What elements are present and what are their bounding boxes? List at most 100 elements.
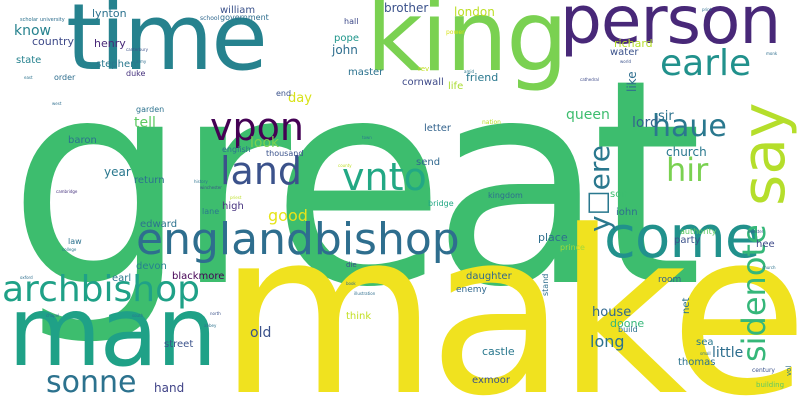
word-say: say [729,102,799,206]
word-south: south [132,313,144,318]
word-little: little [712,345,744,361]
word-duke: duke [126,69,146,78]
word-illustration: illustration [354,291,376,296]
word-amid: amid [464,69,474,74]
word-nation: nation [482,119,501,126]
word-richard: richard [614,37,653,50]
word-return: return [134,175,165,186]
word-building: building [756,381,785,389]
word-year: year [104,165,131,179]
word-earle: earle [660,43,752,84]
word-doone: doone [610,317,645,330]
word-vol: vol [785,365,793,376]
word-order: order [54,73,76,82]
word-come: come [604,203,761,271]
word-devon: devon [136,261,167,272]
word-thousand: thousand [266,149,304,158]
word-archbishop: archbishop [2,269,200,310]
word-bridge: bridge [428,199,454,208]
word-son: son [610,189,628,200]
word-book: book [346,281,356,286]
word-life: life [448,81,464,92]
word-canterbury: canterbury [126,47,148,52]
word-law: law [68,237,82,246]
word-iohn: iohn [616,207,638,218]
word-state: state [16,55,42,66]
word-priest: priest [230,195,242,200]
word-west: west [52,101,62,106]
word-castle: castle [482,345,515,358]
word-time: time [66,0,268,91]
word-abbey: abbey [204,323,217,328]
word-tell: tell [134,115,156,131]
word-stephen: stephen [96,59,137,70]
word-monk: monk [766,51,778,56]
word-englandbishop: englandbishop [136,214,460,265]
word-london: london [454,5,495,19]
word-think: think [346,311,372,322]
word-hir: hir [666,151,709,189]
word-baron: baron [68,135,97,146]
word-long: long [590,332,625,351]
word-enemy: enemy [456,285,487,295]
word-king: king [366,0,568,94]
word-henry: henry [94,37,126,50]
word-great: great [8,18,703,349]
word-power: power [446,29,465,36]
word-hee: hee [756,239,775,250]
word-town: town [362,135,372,140]
word-daughter: daughter [466,271,512,282]
word-country: country [32,35,75,48]
word-cornwall: cornwall [402,77,444,88]
word-old: old [250,325,272,341]
word-edward: edward [140,219,178,230]
word-small: small [700,351,711,356]
word-exmoor: exmoor [472,375,510,386]
word-send: send [416,157,441,168]
word-army: army [136,59,147,64]
word-sea: sea [696,337,714,348]
word-government: government [220,13,269,22]
word-garden: garden [136,105,165,114]
word-day: day [288,91,312,106]
word-thomas: thomas [678,357,716,368]
word-man: man [8,276,217,388]
word-church-small: church [762,265,776,270]
word-sir: sir [658,109,674,124]
word-haue: haue [652,109,727,144]
word-look: look [250,135,280,151]
word-build: build [618,325,638,334]
word-friend: friend [466,71,499,84]
word-kingdom: kingdom [488,191,523,200]
word-lord: lord [632,115,659,131]
word-world: world [620,59,632,64]
word-land: land [220,149,303,193]
word-north: north [210,311,221,316]
word-county: county [338,163,352,168]
word-cathedral: cathedral [580,77,599,82]
word-know: know [14,23,51,39]
word-party: party [674,235,701,246]
word-english: english [222,145,251,154]
word-street: street [164,339,194,350]
word-good: good [268,206,308,225]
word-century: century [752,367,775,374]
word-minster: minster [748,229,764,234]
word-rev: rev [418,65,430,73]
word-house: house [592,305,632,320]
word-hall: hall [344,17,359,26]
word-lane: lane [202,207,220,216]
word-prince: prince [560,243,585,252]
word-college: college [62,247,77,252]
word-queen: queen [566,107,610,123]
word-high: high [222,201,244,212]
word-like: like [625,71,639,92]
word-water: water [610,47,639,58]
word-john: john [332,43,358,57]
word-history: history [194,179,208,184]
word-lynton: lynton [92,7,127,20]
word-letter: letter [424,123,452,134]
word-vnto: vnto [342,155,427,199]
word-print: print [702,7,712,12]
word-authority: authority [680,227,717,236]
